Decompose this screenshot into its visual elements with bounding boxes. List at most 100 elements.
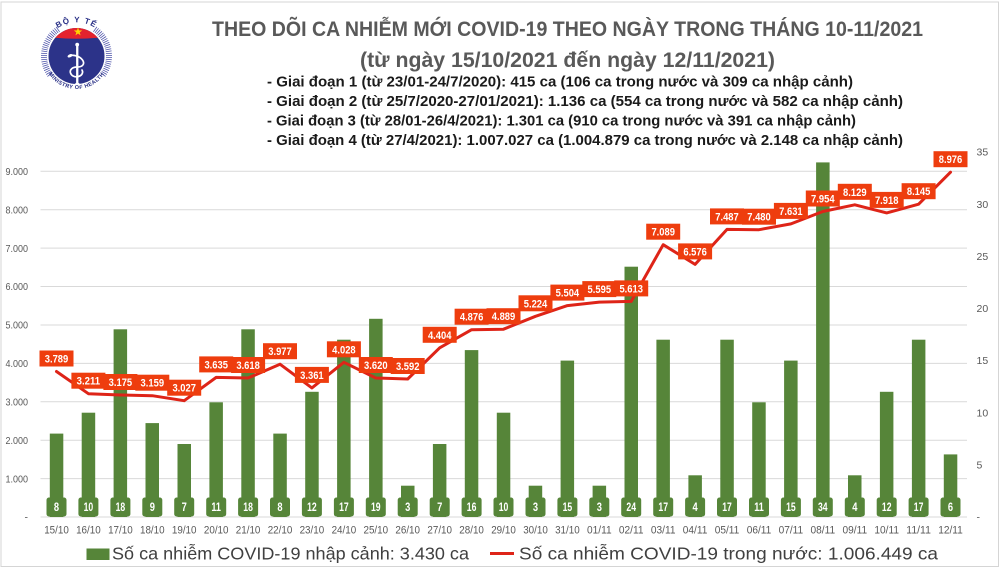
svg-text:17: 17: [914, 502, 924, 514]
svg-text:THEO DÕI CA NHIỄM MỚI COVID-19: THEO DÕI CA NHIỄM MỚI COVID-19 THEO NGÀY…: [212, 15, 923, 41]
svg-text:07/11: 07/11: [779, 525, 804, 537]
svg-text:17: 17: [722, 502, 732, 514]
svg-text:3.618: 3.618: [236, 360, 260, 372]
svg-text:18: 18: [243, 502, 253, 514]
svg-text:17: 17: [339, 502, 349, 514]
svg-text:12: 12: [307, 502, 317, 514]
svg-text:8.000: 8.000: [6, 204, 29, 216]
svg-text:3.361: 3.361: [300, 370, 324, 382]
svg-text:7.480: 7.480: [747, 212, 771, 224]
svg-text:06/11: 06/11: [747, 525, 772, 537]
svg-text:8: 8: [54, 502, 60, 514]
svg-text:7.000: 7.000: [6, 243, 29, 255]
svg-text:5.224: 5.224: [524, 298, 548, 310]
svg-text:5.504: 5.504: [556, 288, 580, 300]
svg-text:3.620: 3.620: [364, 360, 388, 372]
svg-text:11: 11: [754, 502, 764, 514]
svg-text:12: 12: [882, 502, 892, 514]
svg-text:17: 17: [658, 502, 668, 514]
svg-text:3.789: 3.789: [45, 354, 69, 366]
svg-text:(từ ngày 15/10/2021 đến ngày 1: (từ ngày 15/10/2021 đến ngày 12/11/2021): [360, 48, 775, 72]
svg-text:- Giai đoạn 2 (từ 25/7/2020-27: - Giai đoạn 2 (từ 25/7/2020-27/01/2021):…: [267, 93, 903, 110]
svg-text:19/10: 19/10: [172, 525, 197, 537]
svg-text:4.889: 4.889: [492, 311, 516, 323]
svg-text:30: 30: [977, 199, 989, 211]
svg-text:7.089: 7.089: [651, 227, 675, 239]
svg-text:23/10: 23/10: [300, 525, 325, 537]
svg-text:21/10: 21/10: [236, 525, 261, 537]
svg-text:3.159: 3.159: [141, 378, 165, 390]
svg-text:24: 24: [626, 502, 636, 514]
svg-text:- Giai đoạn 1 (từ 23/01-24/7/2: - Giai đoạn 1 (từ 23/01-24/7/2020): 415 …: [267, 73, 853, 90]
svg-text:01/11: 01/11: [587, 525, 612, 537]
svg-text:3.175: 3.175: [109, 377, 133, 389]
svg-text:15/10: 15/10: [44, 525, 69, 537]
svg-text:3.000: 3.000: [6, 397, 29, 409]
svg-text:15: 15: [563, 502, 573, 514]
svg-text:5: 5: [977, 460, 983, 472]
svg-text:18/10: 18/10: [140, 525, 165, 537]
svg-text:8.145: 8.145: [907, 186, 931, 198]
svg-text:15: 15: [977, 355, 989, 367]
svg-text:- Giai đoạn 3 (từ 28/01-26/4/2: - Giai đoạn 3 (từ 28/01-26/4/2021): 1.30…: [267, 113, 856, 130]
svg-text:09/11: 09/11: [843, 525, 868, 537]
svg-text:3.027: 3.027: [172, 383, 196, 395]
svg-text:24/10: 24/10: [332, 525, 357, 537]
svg-text:5.000: 5.000: [6, 320, 29, 332]
svg-text:16: 16: [467, 502, 477, 514]
svg-text:6.576: 6.576: [683, 246, 707, 258]
svg-text:20/10: 20/10: [204, 525, 229, 537]
svg-text:Số ca nhiễm COVID-19 trong nướ: Số ca nhiễm COVID-19 trong nước: 1.006.4…: [519, 543, 938, 564]
svg-text:7.954: 7.954: [811, 194, 835, 206]
svg-text:3.592: 3.592: [396, 361, 420, 373]
svg-text:6.000: 6.000: [6, 281, 29, 293]
svg-text:2.000: 2.000: [6, 435, 29, 447]
svg-text:10: 10: [84, 502, 94, 514]
svg-text:4.404: 4.404: [428, 330, 452, 342]
svg-text:8: 8: [277, 502, 283, 514]
svg-text:25: 25: [977, 251, 989, 263]
svg-text:3.211: 3.211: [77, 376, 101, 388]
svg-text:31/10: 31/10: [555, 525, 580, 537]
svg-text:4.000: 4.000: [6, 358, 29, 370]
svg-text:10: 10: [977, 407, 989, 419]
svg-text:11/11: 11/11: [906, 525, 931, 537]
svg-text:19: 19: [371, 502, 381, 514]
svg-text:26/10: 26/10: [395, 525, 420, 537]
svg-text:4.876: 4.876: [460, 312, 484, 324]
svg-text:10: 10: [499, 502, 509, 514]
svg-text:7.631: 7.631: [779, 206, 803, 218]
svg-text:- Giai đoạn 4 (từ 27/4/2021):: - Giai đoạn 4 (từ 27/4/2021): 1.007.027 …: [267, 132, 903, 149]
svg-text:02/11: 02/11: [619, 525, 644, 537]
svg-text:10/11: 10/11: [874, 525, 899, 537]
svg-text:12/11: 12/11: [938, 525, 963, 537]
svg-text:3: 3: [597, 502, 602, 514]
svg-text:29/10: 29/10: [491, 525, 516, 537]
svg-text:7: 7: [182, 502, 187, 514]
svg-text:03/11: 03/11: [651, 525, 676, 537]
svg-text:20: 20: [977, 303, 989, 315]
svg-text:-: -: [25, 512, 29, 524]
svg-text:16/10: 16/10: [76, 525, 101, 537]
svg-text:3.977: 3.977: [268, 346, 292, 358]
svg-text:8.976: 8.976: [939, 154, 963, 166]
svg-text:4.028: 4.028: [332, 344, 356, 356]
svg-text:Số ca nhiễm COVID-19 nhập cảnh: Số ca nhiễm COVID-19 nhập cảnh: 3.430 ca: [112, 543, 469, 564]
svg-text:7.918: 7.918: [875, 195, 899, 207]
svg-text:04/11: 04/11: [683, 525, 708, 537]
svg-text:7.487: 7.487: [715, 211, 739, 223]
svg-text:22/10: 22/10: [268, 525, 293, 537]
svg-text:8.129: 8.129: [843, 187, 867, 199]
svg-text:-: -: [977, 512, 981, 524]
svg-text:30/10: 30/10: [523, 525, 548, 537]
svg-text:9: 9: [150, 502, 155, 514]
svg-text:4: 4: [693, 502, 699, 514]
svg-text:9.000: 9.000: [6, 166, 29, 178]
svg-text:15: 15: [786, 502, 796, 514]
svg-text:4: 4: [852, 502, 858, 514]
svg-text:3.635: 3.635: [204, 359, 228, 371]
svg-text:28/10: 28/10: [459, 525, 484, 537]
svg-text:1.000: 1.000: [6, 473, 29, 485]
svg-text:34: 34: [818, 502, 828, 514]
svg-text:35: 35: [977, 147, 989, 159]
